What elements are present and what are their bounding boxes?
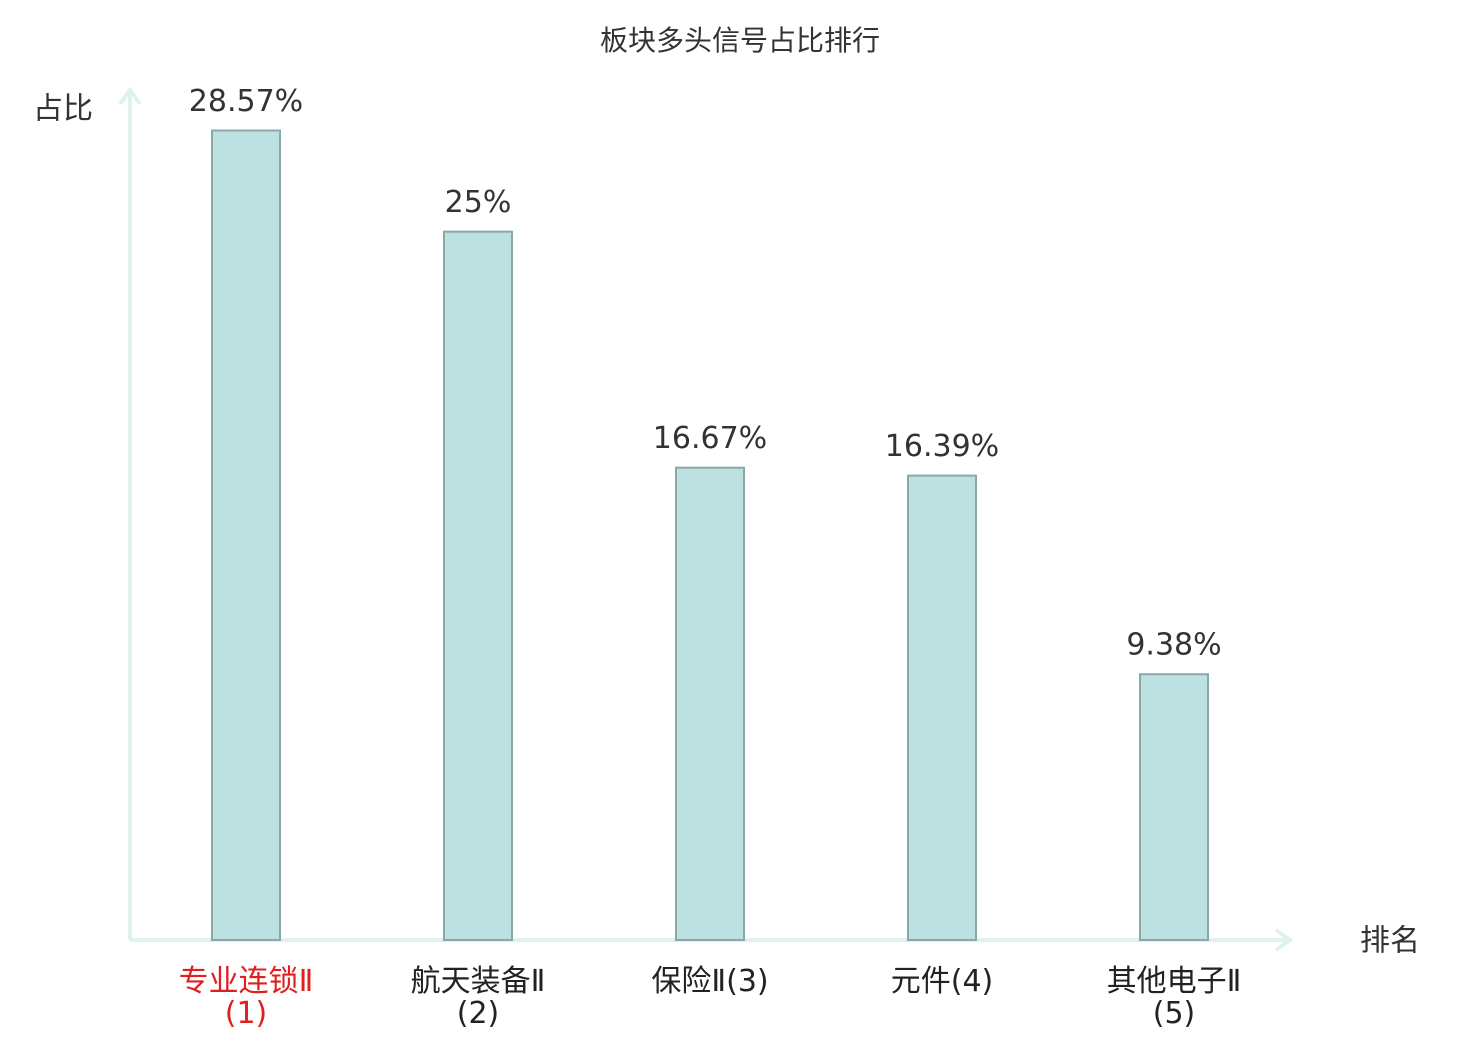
bar xyxy=(443,230,513,941)
x-tick-label: 其他电子Ⅱ(5) xyxy=(1106,964,1242,1031)
value-label: 16.39% xyxy=(885,429,999,464)
x-tick-label: 保险Ⅱ(3) xyxy=(651,964,769,999)
y-axis-label: 占比 xyxy=(33,92,93,127)
bar xyxy=(1139,673,1209,941)
bar xyxy=(907,474,977,941)
x-axis-arrow xyxy=(1274,928,1294,952)
x-tick-label: 元件(4) xyxy=(890,964,994,999)
x-tick-label: 航天装备Ⅱ(2) xyxy=(410,964,546,1031)
chart-title: 板块多头信号占比排行 xyxy=(600,24,880,57)
value-label: 25% xyxy=(445,185,512,220)
bar xyxy=(211,129,281,941)
value-label: 16.67% xyxy=(653,421,767,456)
value-label: 28.57% xyxy=(189,84,303,119)
y-axis-arrow xyxy=(118,86,142,106)
bar xyxy=(675,466,745,941)
x-tick-label: 专业连锁Ⅱ(1) xyxy=(178,964,314,1031)
value-label: 9.38% xyxy=(1126,628,1221,663)
x-axis-label: 排名 xyxy=(1360,924,1420,959)
